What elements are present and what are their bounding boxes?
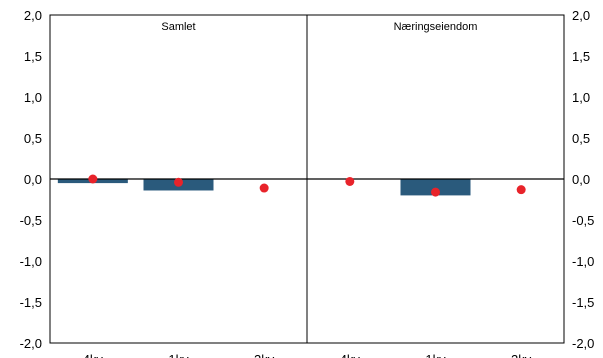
y-tick-right: 0,0 — [572, 172, 590, 187]
y-tick-right: -1,0 — [572, 254, 594, 269]
x-tick-label: 2kv — [254, 352, 275, 358]
bar — [400, 179, 471, 196]
y-tick-left: -1,5 — [20, 295, 42, 310]
y-tick-left: -2,0 — [20, 336, 42, 351]
y-tick-right: 2,0 — [572, 8, 590, 23]
y-tick-right: -2,0 — [572, 336, 594, 351]
y-tick-right: 1,0 — [572, 90, 590, 105]
panel-title: Samlet — [161, 21, 195, 33]
dot-marker — [431, 187, 440, 197]
dot-marker — [516, 185, 526, 195]
y-tick-right: 1,5 — [572, 49, 590, 64]
y-tick-right: -0,5 — [572, 213, 594, 228]
x-tick-label: 2kv — [511, 352, 532, 358]
panel-title: Næringseiendom — [394, 21, 478, 33]
dot-marker — [259, 183, 269, 193]
y-tick-left: -0,5 — [20, 213, 42, 228]
y-tick-left: 1,5 — [24, 49, 42, 64]
dot-marker — [345, 176, 355, 186]
dot-marker — [88, 174, 98, 184]
y-tick-left: 1,0 — [24, 90, 42, 105]
x-tick-label: 1kv — [168, 352, 189, 358]
x-tick-label: 4kv — [83, 352, 104, 358]
y-tick-left: 0,5 — [24, 131, 42, 146]
y-tick-left: -1,0 — [20, 254, 42, 269]
x-tick-label: 4kv — [340, 352, 361, 358]
y-tick-left: 0,0 — [24, 172, 42, 187]
y-tick-right: 0,5 — [572, 131, 590, 146]
dot-marker — [174, 177, 183, 187]
x-tick-label: 1kv — [425, 352, 446, 358]
y-tick-left: 2,0 — [24, 8, 42, 23]
y-tick-right: -1,5 — [572, 295, 594, 310]
